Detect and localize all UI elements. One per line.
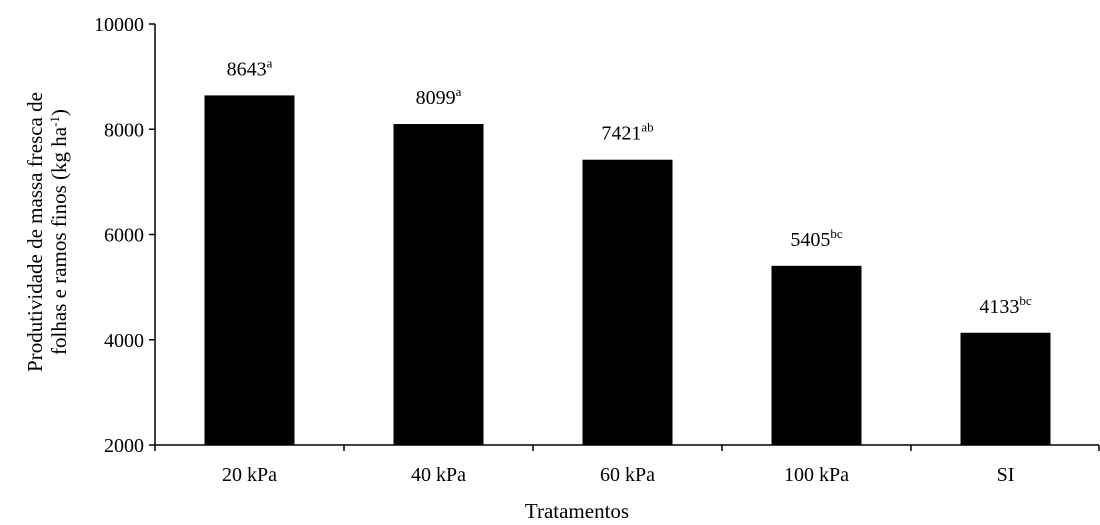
significance-letter: bc (830, 226, 843, 241)
y-tick-label: 6000 (104, 225, 144, 247)
bar (393, 124, 484, 445)
significance-letter: ab (641, 120, 653, 135)
data-label: 8099a (416, 84, 462, 109)
data-label: 8643a (227, 55, 273, 80)
bar (204, 95, 295, 446)
y-axis-title-line2: folhas e ramos finos (kg ha-1) (47, 109, 71, 355)
y-ticks-layer: 2000 4000 6000 8000 10000 (94, 14, 155, 457)
data-label-value: 8643 (227, 58, 267, 80)
y-tick-label: 8000 (104, 119, 144, 141)
data-label: 4133bc (979, 293, 1032, 318)
y-axis-title-line2-suffix: ) (47, 109, 71, 116)
x-tick-label: 20 kPa (222, 464, 277, 486)
bars-layer (204, 95, 1051, 446)
x-tick-label: SI (997, 464, 1015, 486)
x-tick-label: 100 kPa (784, 464, 849, 486)
bar (771, 265, 862, 445)
y-tick-label: 2000 (104, 435, 144, 457)
y-tick-label: 4000 (104, 330, 144, 352)
x-axis-title: Tratamentos (525, 499, 629, 523)
bar (582, 159, 673, 445)
y-axis-title-line2-prefix: folhas e ramos finos (kg ha (47, 126, 71, 355)
data-label-value: 8099 (416, 87, 456, 109)
x-ticks-layer: 20 kPa 40 kPa 60 kPa 100 kPa SI (154, 445, 1100, 486)
x-tick-label: 60 kPa (600, 464, 655, 486)
bar (960, 332, 1051, 445)
x-tick-label: 40 kPa (411, 464, 466, 486)
y-axis-title-unit-superscript: -1 (47, 116, 62, 127)
data-label: 5405bc (790, 226, 843, 251)
significance-letter: bc (1019, 293, 1032, 308)
y-tick-label: 10000 (94, 14, 144, 36)
y-axis-title-line1: Produtividade de massa fresca de (23, 92, 47, 372)
data-label-value: 4133 (979, 296, 1019, 318)
significance-letter: a (456, 84, 462, 99)
data-label: 7421ab (601, 120, 653, 145)
y-axis-title: Produtividade de massa fresca de folhas … (23, 92, 71, 372)
data-label-value: 7421 (601, 123, 641, 145)
data-label-value: 5405 (790, 229, 830, 251)
significance-letter: a (267, 55, 273, 70)
